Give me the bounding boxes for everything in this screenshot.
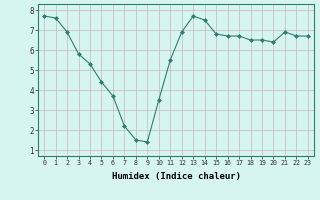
X-axis label: Humidex (Indice chaleur): Humidex (Indice chaleur) xyxy=(111,172,241,181)
